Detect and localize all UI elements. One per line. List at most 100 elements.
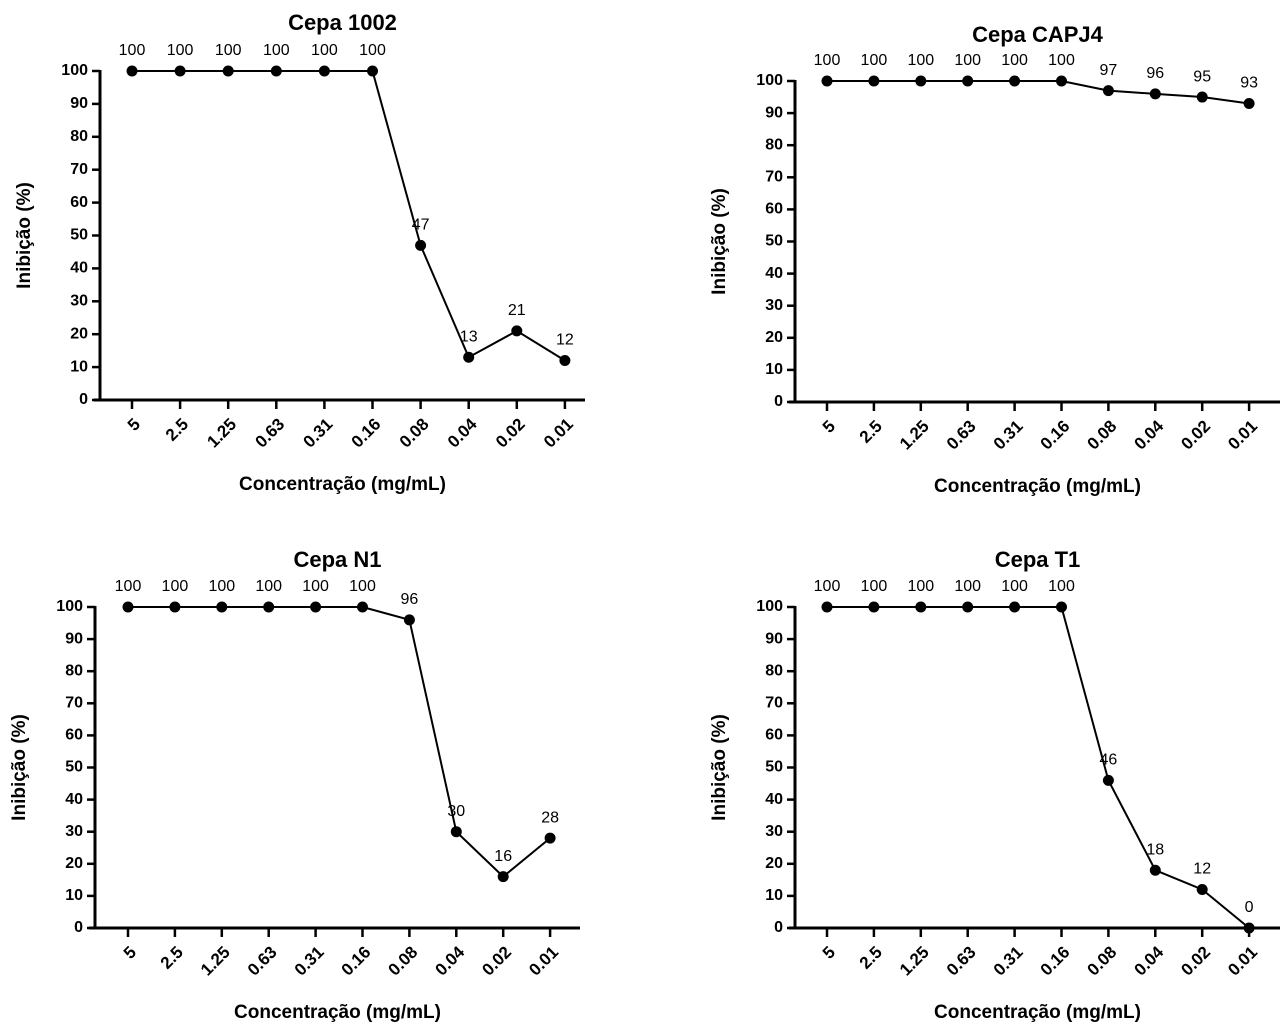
value-label: 100 xyxy=(1001,52,1028,69)
data-point xyxy=(915,601,927,613)
x-tick-label: 0.08 xyxy=(396,415,433,452)
value-label: 100 xyxy=(115,578,142,595)
y-tick-label: 70 xyxy=(765,695,783,712)
value-label: 96 xyxy=(1146,65,1164,82)
x-tick-label: 2.5 xyxy=(856,417,886,447)
y-tick-label: 40 xyxy=(765,791,783,808)
data-point xyxy=(962,75,974,87)
y-tick-label: 90 xyxy=(70,95,88,112)
x-tick-label: 0.31 xyxy=(291,943,328,980)
value-label: 100 xyxy=(302,578,329,595)
value-label: 100 xyxy=(215,42,242,59)
x-tick-label: 0.31 xyxy=(990,417,1027,454)
y-tick-label: 10 xyxy=(70,358,88,375)
data-point xyxy=(310,601,322,613)
value-label: 30 xyxy=(447,803,465,820)
data-point xyxy=(1243,97,1255,109)
y-tick-label: 0 xyxy=(774,393,783,410)
series-line xyxy=(132,70,566,362)
x-tick-label: 1.25 xyxy=(896,417,933,454)
chart-title: Cepa T1 xyxy=(995,547,1081,572)
y-tick-label: 80 xyxy=(765,662,783,679)
data-point xyxy=(1056,75,1067,87)
y-tick-label: 0 xyxy=(74,919,83,936)
data-point xyxy=(263,601,275,613)
x-tick-label: 0.31 xyxy=(300,415,337,452)
y-axis-label: Inibição (%) xyxy=(14,182,35,289)
x-axis-label: Concentração (mg/mL) xyxy=(934,1002,1141,1023)
y-tick-label: 90 xyxy=(765,104,783,121)
y-tick-label: 100 xyxy=(61,62,88,79)
y-axis-label: Inibição (%) xyxy=(9,714,30,821)
value-label: 100 xyxy=(814,578,841,595)
value-label: 100 xyxy=(907,52,934,69)
value-label: 97 xyxy=(1100,62,1118,79)
x-tick-label: 0.04 xyxy=(431,942,468,979)
y-tick-label: 60 xyxy=(765,201,783,218)
y-tick-label: 0 xyxy=(79,391,88,408)
value-label: 100 xyxy=(861,52,888,69)
y-tick-label: 70 xyxy=(65,695,83,712)
x-tick-label: 0.04 xyxy=(1130,942,1167,979)
x-tick-label: 0.08 xyxy=(385,943,422,980)
data-point xyxy=(962,601,974,613)
value-label: 100 xyxy=(349,578,376,595)
data-point xyxy=(1009,601,1021,613)
value-label: 93 xyxy=(1240,75,1258,92)
data-point xyxy=(357,601,368,613)
value-label: 100 xyxy=(119,42,146,59)
data-point xyxy=(222,65,234,77)
y-tick-label: 90 xyxy=(765,630,783,647)
value-label: 28 xyxy=(541,809,559,826)
y-tick-label: 20 xyxy=(65,855,83,872)
x-tick-label: 0.01 xyxy=(540,415,577,452)
x-tick-label: 0.04 xyxy=(1130,416,1167,453)
y-tick-label: 70 xyxy=(70,161,88,178)
value-label: 100 xyxy=(954,578,981,595)
value-label: 47 xyxy=(412,217,430,234)
data-point xyxy=(1196,883,1208,895)
y-tick-label: 50 xyxy=(765,759,783,776)
x-tick-label: 0.63 xyxy=(244,943,281,980)
value-label: 95 xyxy=(1193,68,1211,85)
y-tick-label: 50 xyxy=(70,227,88,244)
y-tick-label: 80 xyxy=(65,662,83,679)
series-line xyxy=(827,80,1250,105)
y-tick-label: 100 xyxy=(756,72,783,89)
y-tick-label: 10 xyxy=(765,887,783,904)
y-tick-label: 80 xyxy=(765,136,783,153)
data-point xyxy=(915,75,927,87)
y-tick-label: 40 xyxy=(65,791,83,808)
series-line xyxy=(827,606,1250,929)
x-tick-label: 1.25 xyxy=(896,943,933,980)
x-tick-label: 2.5 xyxy=(856,943,886,973)
data-point xyxy=(821,601,833,613)
data-point xyxy=(497,871,509,883)
value-label: 21 xyxy=(508,302,526,319)
data-point xyxy=(868,75,880,87)
y-tick-label: 30 xyxy=(765,823,783,840)
x-tick-label: 2.5 xyxy=(162,415,192,445)
value-label: 46 xyxy=(1100,752,1118,769)
chart-title: Cepa 1002 xyxy=(288,10,397,35)
value-label: 16 xyxy=(494,848,512,865)
x-tick-label: 0.16 xyxy=(348,415,385,452)
data-point xyxy=(216,601,228,613)
value-label: 12 xyxy=(1193,861,1211,878)
value-label: 100 xyxy=(861,578,888,595)
y-tick-label: 90 xyxy=(65,630,83,647)
chart-title: Cepa N1 xyxy=(293,547,381,572)
value-label: 100 xyxy=(162,578,189,595)
x-tick-label: 0.16 xyxy=(1037,943,1074,980)
y-tick-label: 30 xyxy=(765,297,783,314)
y-tick-label: 30 xyxy=(70,293,88,310)
x-tick-label: 0.63 xyxy=(251,415,288,452)
data-point xyxy=(126,65,138,77)
data-point xyxy=(270,65,282,77)
x-axis-label: Concentração (mg/mL) xyxy=(934,476,1141,497)
x-tick-label: 1.25 xyxy=(203,415,240,452)
y-tick-label: 10 xyxy=(765,361,783,378)
data-point xyxy=(1102,85,1114,97)
value-label: 100 xyxy=(1048,578,1075,595)
